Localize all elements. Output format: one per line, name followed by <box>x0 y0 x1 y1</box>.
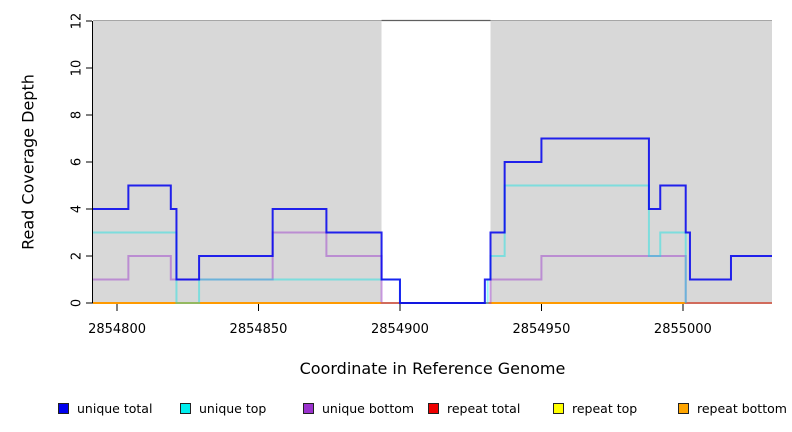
legend-item-repeat-bottom: repeat bottom <box>678 399 787 417</box>
y-tick-label: 0 <box>70 299 85 307</box>
legend-item-unique-total: unique total <box>58 399 152 417</box>
x-tick-label: 2854850 <box>230 322 288 337</box>
repeat-top-swatch-icon <box>553 402 564 414</box>
series-unique-total <box>93 137 772 304</box>
y-tick-label: 4 <box>70 205 85 213</box>
axes <box>86 20 684 311</box>
gap-region <box>381 21 491 303</box>
legend-item-repeat-top: repeat top <box>553 399 637 417</box>
legend-item-unique-top: unique top <box>180 399 266 417</box>
unique-bottom-swatch-icon <box>303 402 314 414</box>
legend-label: unique top <box>199 400 267 416</box>
x-tick-label: 2855000 <box>654 322 712 337</box>
legend-label: repeat top <box>572 400 638 416</box>
x-tick-label: 2854800 <box>88 322 146 337</box>
legend-label: repeat bottom <box>697 400 787 416</box>
x-tick-label: 2854950 <box>512 322 570 337</box>
tick-labels: 0 2 4 6 8 10 12 2854800 2854850 2854900 2854950 285… <box>70 13 712 337</box>
y-tick-label: 12 <box>70 13 85 30</box>
legend-label: unique total <box>77 400 153 416</box>
y-tick-label: 6 <box>70 158 85 166</box>
legend-item-unique-bottom: unique bottom <box>303 399 414 417</box>
repeat-bottom-swatch-icon <box>678 402 689 414</box>
legend-label: unique bottom <box>322 400 415 416</box>
unique-top-swatch-icon <box>180 402 191 414</box>
plot-background <box>93 19 772 303</box>
y-tick-label: 2 <box>70 252 85 260</box>
y-tick-label: 8 <box>70 111 85 119</box>
legend: unique total unique top unique bottom re… <box>0 399 792 421</box>
series-unique-bottom <box>93 231 772 304</box>
y-axis-title: Read Coverage Depth <box>18 74 38 250</box>
x-tick-label: 2854900 <box>371 322 429 337</box>
x-axis-title: Coordinate in Reference Genome <box>299 359 566 378</box>
unique-total-swatch-icon <box>58 402 69 414</box>
legend-item-repeat-total: repeat total <box>428 399 520 417</box>
legend-label: repeat total <box>447 400 521 416</box>
repeat-total-swatch-icon <box>428 402 439 414</box>
shaded-region <box>93 21 382 303</box>
y-tick-label: 10 <box>70 60 85 77</box>
